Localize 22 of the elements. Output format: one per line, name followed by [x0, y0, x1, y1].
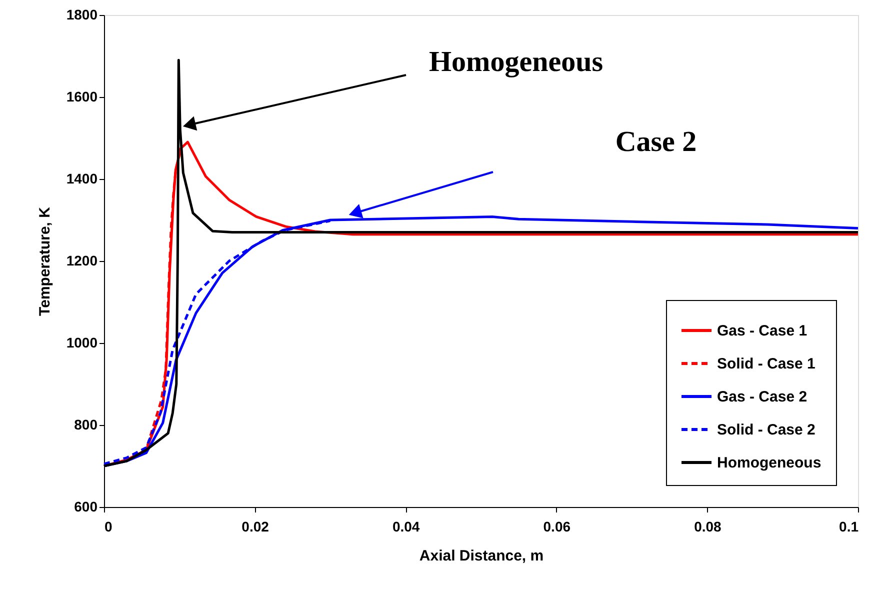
y-tick-label: 1600 — [66, 88, 98, 104]
legend-label: Solid - Case 2 — [717, 422, 816, 438]
y-axis-title: Temperature, K — [36, 206, 54, 316]
legend-label: Solid - Case 1 — [717, 356, 816, 372]
x-tick-label: 0.1 — [839, 518, 859, 534]
x-tick-label: 0 — [104, 518, 112, 534]
x-tick-label: 0.02 — [242, 518, 270, 534]
x-axis-title: Axial Distance, m — [419, 548, 544, 564]
annotation: Case 2 — [615, 126, 697, 158]
legend-label: Homogeneous — [717, 454, 822, 472]
annotation: Homogeneous — [429, 46, 603, 78]
x-tick-label: 0.06 — [543, 518, 571, 534]
x-tick-label: 0.08 — [694, 518, 722, 534]
legend-label: Gas - Case 2 — [717, 388, 808, 406]
y-tick-label: 1200 — [66, 252, 98, 268]
y-tick-label: 600 — [74, 498, 98, 514]
y-tick-label: 800 — [74, 416, 98, 432]
y-tick-label: 1000 — [66, 334, 98, 350]
y-tick-label: 1800 — [66, 6, 98, 22]
y-tick-label: 1400 — [66, 170, 98, 186]
x-tick-label: 0.04 — [392, 518, 420, 534]
legend-label: Gas - Case 1 — [717, 322, 808, 340]
